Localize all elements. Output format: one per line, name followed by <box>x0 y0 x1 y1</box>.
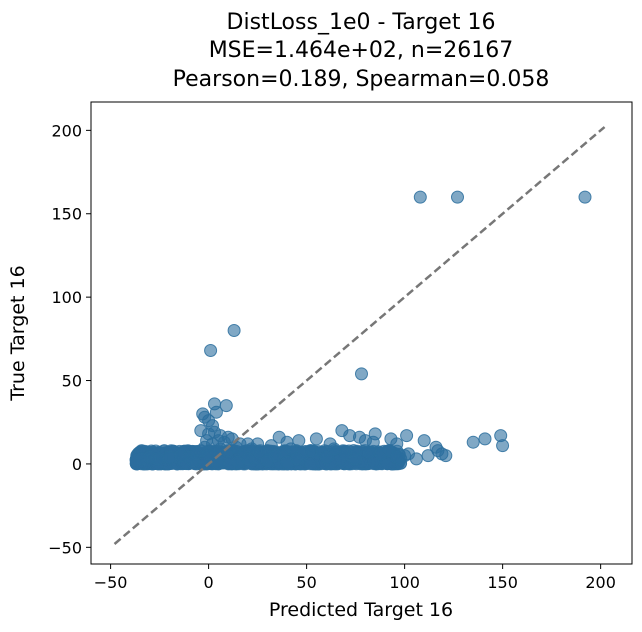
chart-title: DistLoss_1e0 - Target 16 MSE=1.464e+02, … <box>173 10 550 92</box>
y-tick-label: −50 <box>48 538 82 557</box>
data-point <box>496 439 510 453</box>
data-point <box>284 442 298 456</box>
y-tick-label: 200 <box>51 121 82 140</box>
data-point <box>417 434 431 448</box>
data-point <box>211 457 225 471</box>
y-axis: −50 0 50 100 150 200 <box>48 121 91 557</box>
data-point <box>260 454 274 468</box>
data-point <box>327 442 341 456</box>
y-axis-label: True Target 16 <box>7 265 29 401</box>
x-tick-label: 0 <box>204 573 214 592</box>
plot-area <box>113 126 606 545</box>
title-line-2: MSE=1.464e+02, n=26167 <box>209 38 514 63</box>
data-point <box>400 429 414 443</box>
title-line-1: DistLoss_1e0 - Target 16 <box>227 10 496 35</box>
y-tick-label: 0 <box>72 455 82 474</box>
x-tick-label: 50 <box>296 573 316 592</box>
data-point <box>421 449 435 463</box>
data-point <box>186 454 200 468</box>
x-tick-label: 200 <box>585 573 616 592</box>
data-point <box>478 432 492 446</box>
plot-frame <box>90 101 633 565</box>
x-axis-label: Predicted Target 16 <box>269 599 453 621</box>
data-point <box>466 435 480 449</box>
title-line-3: Pearson=0.189, Spearman=0.058 <box>173 67 550 92</box>
data-point <box>151 452 165 466</box>
data-point <box>413 190 427 204</box>
y-tick-label: 50 <box>62 372 82 391</box>
data-point <box>162 450 176 464</box>
data-point <box>241 452 255 466</box>
data-point <box>304 444 317 458</box>
data-point <box>319 450 333 464</box>
data-point <box>394 452 408 466</box>
reference-line <box>113 126 606 545</box>
x-tick-label: −50 <box>94 573 128 592</box>
data-point <box>380 457 394 471</box>
data-point <box>439 449 453 463</box>
data-point <box>362 445 376 459</box>
data-point <box>209 405 223 419</box>
data-point <box>578 190 592 204</box>
data-point <box>451 190 464 204</box>
data-point <box>280 455 294 469</box>
data-point <box>409 452 423 466</box>
data-point <box>349 452 363 466</box>
data-point <box>355 367 368 381</box>
y-tick-label: 150 <box>51 205 82 224</box>
data-point <box>292 434 306 448</box>
x-tick-label: 150 <box>487 573 518 592</box>
x-tick-label: 100 <box>389 573 420 592</box>
data-point <box>227 324 241 337</box>
x-axis: −50 0 50 100 150 200 <box>94 564 616 592</box>
data-point <box>219 399 233 413</box>
data-point <box>309 432 323 446</box>
y-tick-label: 100 <box>51 288 82 307</box>
data-point <box>204 344 218 357</box>
